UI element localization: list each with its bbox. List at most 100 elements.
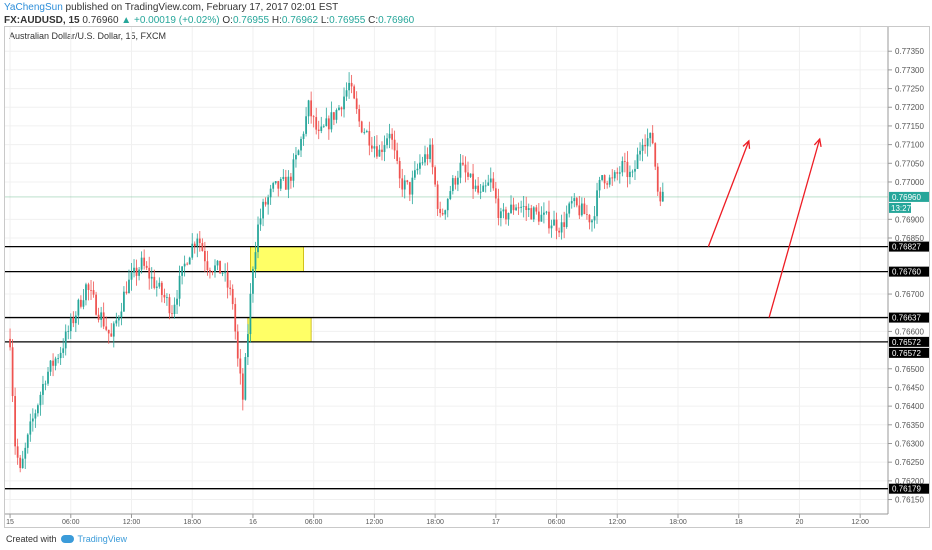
candle-body <box>431 144 434 168</box>
candle-body <box>85 284 87 301</box>
candle-body <box>143 257 146 266</box>
candle-body <box>603 175 606 184</box>
candle-body <box>360 121 363 133</box>
candle-body <box>623 161 626 162</box>
candle-body <box>459 162 462 178</box>
candle-body <box>322 125 325 127</box>
candle-body <box>274 181 277 184</box>
countdown-timer: 13:27 <box>891 204 912 213</box>
close-label: C: <box>368 15 379 26</box>
low-label: L: <box>320 15 330 26</box>
open-value: 0.76955 <box>232 15 270 26</box>
x-tick-label: 06:00 <box>62 519 80 526</box>
level-price-tag: 0.76827 <box>892 243 921 252</box>
countdown-timer-bg <box>889 202 911 213</box>
candle-body <box>343 96 345 110</box>
candle-body <box>530 208 533 220</box>
y-tick-label: 0.76450 <box>895 383 924 392</box>
candle-body <box>80 299 82 307</box>
candle-body <box>639 150 641 155</box>
candle-body <box>515 207 517 211</box>
candle-body <box>345 90 348 97</box>
y-tick-label: 0.77200 <box>895 103 924 112</box>
candle-body <box>563 222 566 227</box>
y-tick-label: 0.77000 <box>895 178 924 187</box>
candle-body <box>588 214 591 223</box>
candle-body <box>626 161 629 178</box>
candle-body <box>451 178 454 192</box>
candle-body <box>358 109 361 122</box>
projection-arrow-line[interactable] <box>768 138 821 318</box>
current-price-tag-bg <box>889 191 929 202</box>
candle-body <box>320 126 323 131</box>
candle-body <box>621 161 624 173</box>
candle-body <box>317 129 320 131</box>
candle-body <box>209 270 211 272</box>
y-tick-label: 0.76200 <box>895 477 924 486</box>
candle-body <box>176 298 178 305</box>
candle-body <box>107 329 110 334</box>
candle-body <box>140 257 143 270</box>
candle-body <box>97 314 100 320</box>
candle-body <box>512 204 515 211</box>
candle-body <box>44 383 47 385</box>
current-price-tag: 0.76960 <box>892 193 921 202</box>
y-tick-label: 0.76350 <box>895 421 924 430</box>
candle-body <box>290 176 292 181</box>
candle-body <box>257 224 259 253</box>
author-name[interactable]: YaChengSun <box>4 2 63 13</box>
candle-body <box>548 211 550 229</box>
tradingview-brand[interactable]: TradingView <box>77 534 128 544</box>
candle-body <box>467 172 469 177</box>
candle-body <box>188 257 191 265</box>
chart-title: Australian Dollar/U.S. Dollar, 15, FXCM <box>9 31 166 41</box>
x-tick-label: 15 <box>6 519 14 526</box>
high-label: H: <box>271 15 282 26</box>
level-price-tag: 0.76760 <box>892 268 921 277</box>
candle-body <box>540 214 543 222</box>
candle-body <box>287 176 290 190</box>
candle-body <box>568 203 571 214</box>
supply-demand-zone[interactable] <box>247 317 312 343</box>
candle-body <box>267 197 270 205</box>
x-tick-label: 12:00 <box>123 519 141 526</box>
candle-body <box>254 252 257 270</box>
candle-body <box>292 159 295 181</box>
candle-body <box>482 185 485 192</box>
high-value: 0.76962 <box>281 15 319 26</box>
candle-body <box>596 190 598 217</box>
candle-body <box>135 267 138 276</box>
y-tick-label: 0.76700 <box>895 290 924 299</box>
candle-body <box>181 266 183 276</box>
candle-body <box>302 133 305 139</box>
candle-body <box>489 178 492 183</box>
candle-body <box>226 271 229 288</box>
candle-body <box>327 118 330 130</box>
candle-body <box>300 138 302 151</box>
candle-body <box>454 178 457 185</box>
created-with-text: Created with <box>6 534 57 544</box>
ohlc-header: FX:AUDUSD, 15 0.76960 ▲ +0.00019 (+0.02%… <box>4 15 414 26</box>
level-price-tag-extra-bg <box>889 347 929 358</box>
candle-body <box>168 297 171 314</box>
candle-body <box>87 284 90 290</box>
candle-body <box>201 243 204 251</box>
candle-body <box>37 405 39 414</box>
candle-body <box>69 317 72 332</box>
chart-frame <box>4 26 930 528</box>
candle-body <box>49 360 52 372</box>
y-tick-label: 0.76600 <box>895 327 924 336</box>
candle-body <box>370 145 373 149</box>
candle-body <box>95 294 97 315</box>
open-label: O: <box>222 15 233 26</box>
candle-body <box>269 188 272 198</box>
candle-body <box>656 166 659 192</box>
candle-body <box>11 347 14 397</box>
projection-arrow-line[interactable] <box>707 140 750 247</box>
candle-body <box>236 331 239 359</box>
candle-body <box>449 191 452 199</box>
y-tick-label: 0.77050 <box>895 159 924 168</box>
candle-body <box>396 150 399 161</box>
candle-body <box>77 299 80 316</box>
